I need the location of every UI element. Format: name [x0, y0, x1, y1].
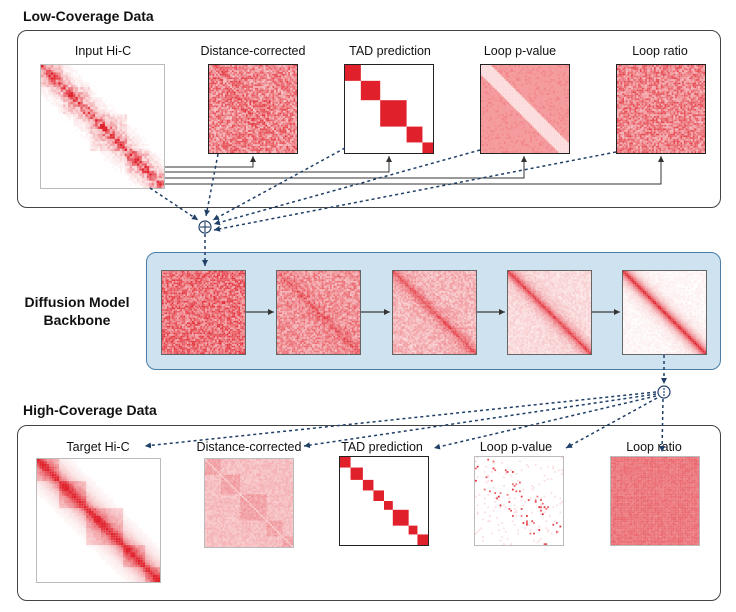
- low-coverage-title: Low-Coverage Data: [23, 8, 154, 24]
- concat-node: [198, 220, 212, 234]
- high-label-loop-ratio: Loop ratio: [604, 440, 704, 454]
- diffusion-step-5: [622, 270, 707, 355]
- concat-arrows: [149, 147, 617, 266]
- dash-split-to-target: [144, 391, 657, 449]
- low-label-loop-ratio: Loop ratio: [610, 44, 710, 58]
- high-coverage-title: High-Coverage Data: [23, 402, 157, 418]
- backbone-label: Diffusion Model Backbone: [12, 293, 142, 329]
- dash-pval-to-concat: [213, 149, 481, 226]
- low-map-input-hic: [40, 64, 165, 189]
- low-map-loop-pvalue: [480, 64, 570, 154]
- dash-split-to-pval: [565, 397, 658, 449]
- split-node: [657, 385, 671, 399]
- diffusion-step-2: [276, 270, 361, 355]
- high-map-loop-ratio: [610, 456, 700, 546]
- high-map-loop-pvalue: [474, 456, 564, 546]
- high-map-target-hic: [36, 458, 161, 583]
- low-label-loop-pvalue: Loop p-value: [470, 44, 570, 58]
- diffusion-step-1: [161, 270, 246, 355]
- low-label-distance-corrected: Distance-corrected: [192, 44, 314, 58]
- high-label-target-hic: Target Hi-C: [43, 440, 153, 454]
- low-map-loop-ratio: [616, 64, 706, 154]
- arrow-to-distance-corrected: [165, 156, 256, 168]
- low-map-tad-prediction: [344, 64, 434, 154]
- diffusion-step-3: [392, 270, 477, 355]
- high-label-distance-corrected: Distance-corrected: [188, 440, 310, 454]
- low-label-tad-prediction: TAD prediction: [338, 44, 442, 58]
- backbone-label-line1: Diffusion Model: [12, 293, 142, 311]
- low-map-distance-corrected: [208, 64, 298, 154]
- dash-split-to-tad: [433, 395, 657, 450]
- high-label-loop-pvalue: Loop p-value: [466, 440, 566, 454]
- arrow-to-tad-prediction: [165, 156, 392, 173]
- dash-tad-to-concat: [212, 147, 346, 221]
- dash-split-to-ratio: [659, 398, 666, 453]
- high-map-tad-prediction: [339, 456, 429, 546]
- output-arrows: [144, 355, 667, 453]
- arrow-to-loop-pvalue: [165, 156, 527, 179]
- diffusion-step-4: [507, 270, 592, 355]
- low-label-input-hic: Input Hi-C: [53, 44, 153, 58]
- dash-ratio-to-concat: [213, 151, 617, 232]
- high-label-tad-prediction: TAD prediction: [330, 440, 434, 454]
- dash-split-to-distcorr: [303, 393, 657, 449]
- arrow-to-loop-ratio: [165, 156, 664, 185]
- dash-input-to-concat: [149, 187, 199, 221]
- dash-dist-to-concat: [204, 153, 219, 217]
- high-map-distance-corrected: [204, 458, 294, 548]
- extraction-lines: [165, 156, 664, 185]
- backbone-label-line2: Backbone: [12, 311, 142, 329]
